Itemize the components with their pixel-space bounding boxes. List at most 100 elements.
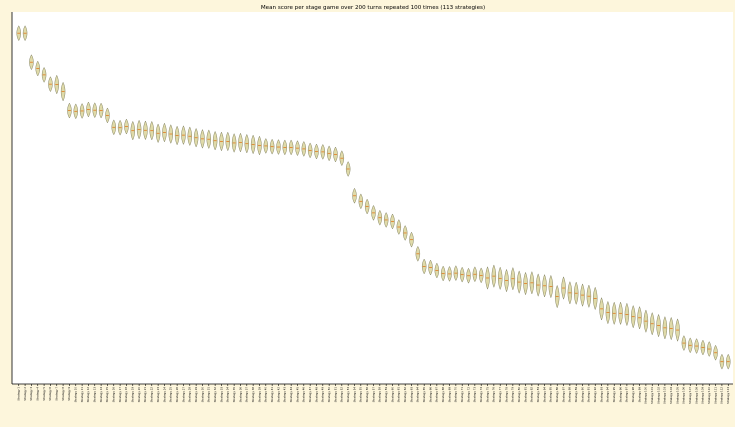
x-tick-label-26: Strategy 26	[175, 387, 179, 403]
plot-area	[12, 12, 733, 384]
x-tick-label-4: Strategy 4	[36, 387, 40, 401]
x-tick-label-44: Strategy 44	[289, 387, 293, 403]
x-tick-label-22: Strategy 22	[150, 387, 154, 403]
x-tick-label-92: Strategy 92	[593, 387, 597, 403]
x-tick-label-94: Strategy 94	[606, 387, 610, 403]
x-tick-label-45: Strategy 45	[295, 387, 299, 403]
x-tick-label-51: Strategy 51	[333, 387, 337, 403]
x-tick-label-83: Strategy 83	[536, 387, 540, 403]
x-tick-label-14: Strategy 14	[99, 387, 103, 403]
x-tick-label-90: Strategy 90	[580, 387, 584, 403]
x-tick-label-75: Strategy 75	[485, 387, 489, 403]
x-tick-label-25: Strategy 25	[169, 387, 173, 403]
x-tick-label-93: Strategy 93	[599, 387, 603, 403]
x-tick-label-80: Strategy 80	[517, 387, 521, 403]
x-tick-label-88: Strategy 88	[568, 387, 572, 403]
x-tick-label-17: Strategy 17	[118, 387, 122, 403]
violin-series	[16, 25, 731, 370]
x-tick-label-73: Strategy 73	[473, 387, 477, 403]
x-tick-label-48: Strategy 48	[314, 387, 318, 403]
x-tick-label-104: Strategy 104	[669, 387, 673, 404]
x-tick-label-34: Strategy 34	[226, 387, 230, 403]
chart-title: Mean score per stage game over 200 turns…	[261, 5, 485, 11]
x-tick-label-95: Strategy 95	[612, 387, 616, 403]
x-tick-label-59: Strategy 59	[384, 387, 388, 403]
x-tick-label-100: Strategy 100	[644, 387, 648, 404]
x-tick-label-21: Strategy 21	[143, 387, 147, 403]
x-tick-label-68: Strategy 68	[441, 387, 445, 403]
x-tick-label-108: Strategy 108	[694, 387, 698, 404]
x-tick-label-10: Strategy 10	[74, 387, 78, 403]
x-tick-label-64: Strategy 64	[416, 387, 420, 403]
x-tick-label-53: Strategy 53	[346, 387, 350, 403]
x-tick-label-15: Strategy 15	[105, 387, 109, 403]
x-tick-label-12: Strategy 12	[86, 387, 90, 403]
x-tick-label-40: Strategy 40	[264, 387, 268, 403]
x-tick-label-30: Strategy 30	[200, 387, 204, 403]
x-tick-label-107: Strategy 107	[688, 387, 692, 404]
x-tick-label-101: Strategy 101	[650, 387, 654, 404]
x-tick-label-67: Strategy 67	[435, 387, 439, 403]
x-tick-label-72: Strategy 72	[466, 387, 470, 403]
x-tick-label-91: Strategy 91	[587, 387, 591, 403]
x-tick-label-61: Strategy 61	[397, 387, 401, 403]
x-tick-label-18: Strategy 18	[124, 387, 128, 403]
x-tick-labels: Strategy 1 Strategy 2 Strategy 3 Strategy 4…	[17, 387, 730, 404]
x-tick-label-78: Strategy 78	[504, 387, 508, 403]
x-tick-label-35: Strategy 35	[232, 387, 236, 403]
x-tick-label-24: Strategy 24	[162, 387, 166, 403]
x-tick-label-52: Strategy 52	[340, 387, 344, 403]
x-tick-label-87: Strategy 87	[561, 387, 565, 403]
x-tick-label-56: Strategy 56	[365, 387, 369, 403]
x-tick-label-62: Strategy 62	[403, 387, 407, 403]
x-tick-label-102: Strategy 102	[656, 387, 660, 404]
x-tick-label-55: Strategy 55	[359, 387, 363, 403]
x-tick-label-84: Strategy 84	[542, 387, 546, 403]
x-tick-label-20: Strategy 20	[137, 387, 141, 403]
x-tick-label-29: Strategy 29	[194, 387, 198, 403]
x-tick-label-111: Strategy 111	[713, 387, 717, 404]
x-tick-label-5: Strategy 5	[42, 387, 46, 401]
x-tick-label-38: Strategy 38	[251, 387, 255, 403]
x-tick-label-42: Strategy 42	[276, 387, 280, 403]
x-tick-label-46: Strategy 46	[302, 387, 306, 403]
x-tick-label-77: Strategy 77	[498, 387, 502, 403]
x-tick-label-66: Strategy 66	[428, 387, 432, 403]
x-ticks	[18, 384, 729, 386]
x-tick-label-9: Strategy 9	[67, 387, 71, 401]
x-tick-label-74: Strategy 74	[479, 387, 483, 403]
x-tick-label-43: Strategy 43	[283, 387, 287, 403]
x-tick-label-50: Strategy 50	[327, 387, 331, 403]
x-tick-label-103: Strategy 103	[663, 387, 667, 404]
x-tick-label-97: Strategy 97	[625, 387, 629, 403]
x-tick-label-23: Strategy 23	[156, 387, 160, 403]
x-tick-label-28: Strategy 28	[188, 387, 192, 403]
x-tick-label-110: Strategy 110	[707, 387, 711, 404]
x-tick-label-85: Strategy 85	[549, 387, 553, 403]
x-tick-label-82: Strategy 82	[530, 387, 534, 403]
x-tick-label-69: Strategy 69	[447, 387, 451, 403]
x-tick-label-70: Strategy 70	[454, 387, 458, 403]
x-tick-label-60: Strategy 60	[390, 387, 394, 403]
x-tick-label-109: Strategy 109	[701, 387, 705, 404]
x-tick-label-71: Strategy 71	[460, 387, 464, 403]
x-tick-label-33: Strategy 33	[219, 387, 223, 403]
x-tick-label-13: Strategy 13	[93, 387, 97, 403]
x-tick-label-54: Strategy 54	[352, 387, 356, 403]
x-tick-label-58: Strategy 58	[378, 387, 382, 403]
x-tick-label-49: Strategy 49	[321, 387, 325, 403]
x-tick-label-8: Strategy 8	[61, 387, 65, 401]
x-tick-label-11: Strategy 11	[80, 387, 84, 403]
x-tick-label-47: Strategy 47	[308, 387, 312, 403]
x-tick-label-32: Strategy 32	[213, 387, 217, 403]
x-tick-label-37: Strategy 37	[245, 387, 249, 403]
x-tick-label-89: Strategy 89	[574, 387, 578, 403]
x-tick-label-39: Strategy 39	[257, 387, 261, 403]
x-tick-label-31: Strategy 31	[207, 387, 211, 403]
x-tick-label-86: Strategy 86	[555, 387, 559, 403]
x-tick-label-65: Strategy 65	[422, 387, 426, 403]
x-tick-label-113: Strategy 113	[726, 387, 730, 404]
x-tick-label-76: Strategy 76	[492, 387, 496, 403]
x-tick-label-99: Strategy 99	[637, 387, 641, 403]
x-tick-label-7: Strategy 7	[55, 387, 59, 401]
